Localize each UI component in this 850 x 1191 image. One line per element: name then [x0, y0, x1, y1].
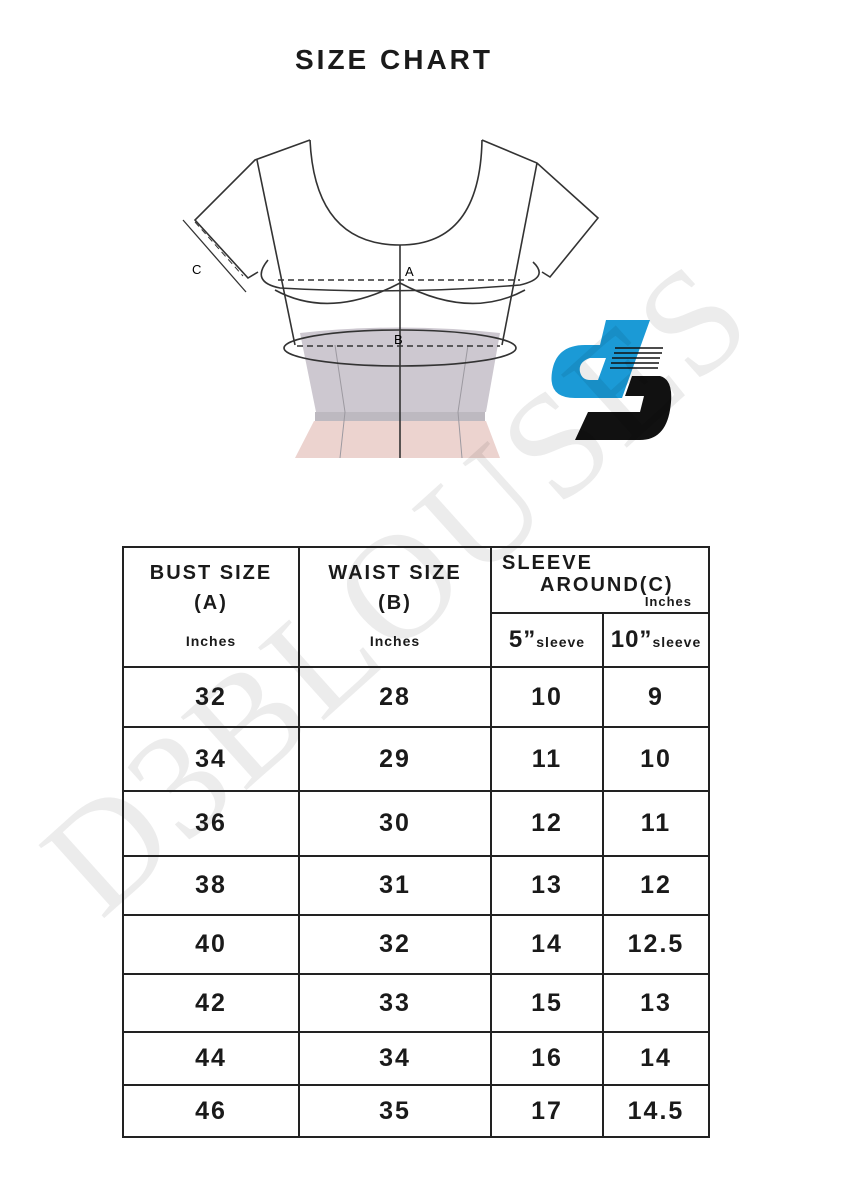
- cell-sleeve-10: 12: [602, 855, 710, 916]
- cell-sleeve-10: 14.5: [602, 1084, 710, 1138]
- cell-waist: 34: [298, 1031, 492, 1086]
- cell-sleeve-5: 10: [490, 666, 604, 728]
- cell-sleeve-5: 17: [490, 1084, 604, 1138]
- neckline: [309, 139, 483, 246]
- table-row: 42 33 15 13: [122, 973, 710, 1033]
- header-waist: WAIST SIZE (B) Inches: [298, 546, 492, 668]
- header-bust-code: (A): [194, 592, 228, 614]
- cell-waist: 30: [298, 790, 492, 857]
- left-shoulder: [193, 139, 311, 280]
- cell-bust: 40: [122, 914, 300, 975]
- logo-black-shape: [575, 376, 672, 440]
- cell-sleeve-5: 14: [490, 914, 604, 975]
- cell-sleeve-10: 13: [602, 973, 710, 1033]
- table-row: 38 31 13 12: [122, 855, 710, 916]
- sleeve-line: [194, 221, 244, 277]
- label-c: C: [192, 262, 201, 277]
- sleeve-10-suffix: sleeve: [652, 634, 702, 650]
- cell-sleeve-5: 13: [490, 855, 604, 916]
- sleeve-5-suffix: sleeve: [536, 634, 586, 650]
- header-bust-unit: Inches: [185, 633, 237, 649]
- skirt-shading: [295, 421, 500, 458]
- cell-bust: 46: [122, 1084, 300, 1138]
- cell-sleeve-10: 12.5: [602, 914, 710, 975]
- cell-sleeve-10: 10: [602, 726, 710, 792]
- cell-bust: 44: [122, 1031, 300, 1086]
- cell-waist: 32: [298, 914, 492, 975]
- blouse-diagram: A B C: [182, 139, 672, 459]
- header-sleeve-5: 5”sleeve: [490, 612, 604, 668]
- cell-sleeve-10: 14: [602, 1031, 710, 1086]
- header-bust-label: BUST SIZE: [149, 562, 273, 584]
- cell-waist: 35: [298, 1084, 492, 1138]
- bust-ring: [260, 259, 540, 292]
- cell-sleeve-5: 12: [490, 790, 604, 857]
- cell-bust: 36: [122, 790, 300, 857]
- header-waist-unit: Inches: [369, 633, 421, 649]
- table-row: 40 32 14 12.5: [122, 914, 710, 975]
- left-side: [256, 159, 296, 346]
- label-a: A: [405, 264, 414, 279]
- table-row: 32 28 10 9: [122, 666, 710, 728]
- header-waist-label: WAIST SIZE: [328, 562, 462, 584]
- header-sleeve-line1: SLEEVE: [502, 552, 593, 574]
- table-row: 44 34 16 14: [122, 1031, 710, 1086]
- sleeve-5-value: 5”: [508, 626, 537, 653]
- cell-bust: 42: [122, 973, 300, 1033]
- cell-sleeve-10: 11: [602, 790, 710, 857]
- cell-bust: 38: [122, 855, 300, 916]
- header-waist-code: (B): [378, 592, 412, 614]
- waist-ring: [283, 329, 517, 367]
- header-bust: BUST SIZE (A) Inches: [122, 546, 300, 668]
- right-side: [501, 162, 538, 346]
- right-shoulder: [481, 139, 600, 279]
- cell-waist: 31: [298, 855, 492, 916]
- table-row: 36 30 12 11: [122, 790, 710, 857]
- cell-bust: 32: [122, 666, 300, 728]
- header-sleeve-line2: AROUND: [540, 574, 640, 596]
- header-sleeve-code: (C): [639, 574, 674, 596]
- cell-sleeve-5: 16: [490, 1031, 604, 1086]
- underbust: [274, 282, 526, 305]
- page-title: SIZE CHART: [295, 44, 493, 75]
- header-sleeve-10: 10”sleeve: [602, 612, 710, 668]
- label-b: B: [394, 332, 403, 347]
- cell-sleeve-5: 15: [490, 973, 604, 1033]
- sleeve-10-value: 10”: [610, 626, 653, 653]
- header-sleeve-unit: Inches: [644, 594, 692, 609]
- cell-waist: 28: [298, 666, 492, 728]
- table-row: 46 35 17 14.5: [122, 1084, 710, 1138]
- header-sleeve: SLEEVE AROUND(C) Inches: [490, 546, 710, 614]
- cell-sleeve-5: 11: [490, 726, 604, 792]
- size-table: BUST SIZE (A) Inches WAIST SIZE (B) Inch…: [122, 546, 710, 1138]
- table-row: 34 29 11 10: [122, 726, 710, 792]
- cell-bust: 34: [122, 726, 300, 792]
- brand-logo: [551, 320, 672, 440]
- logo-blue-shape: [551, 320, 650, 398]
- cell-sleeve-10: 9: [602, 666, 710, 728]
- cell-waist: 29: [298, 726, 492, 792]
- cell-waist: 33: [298, 973, 492, 1033]
